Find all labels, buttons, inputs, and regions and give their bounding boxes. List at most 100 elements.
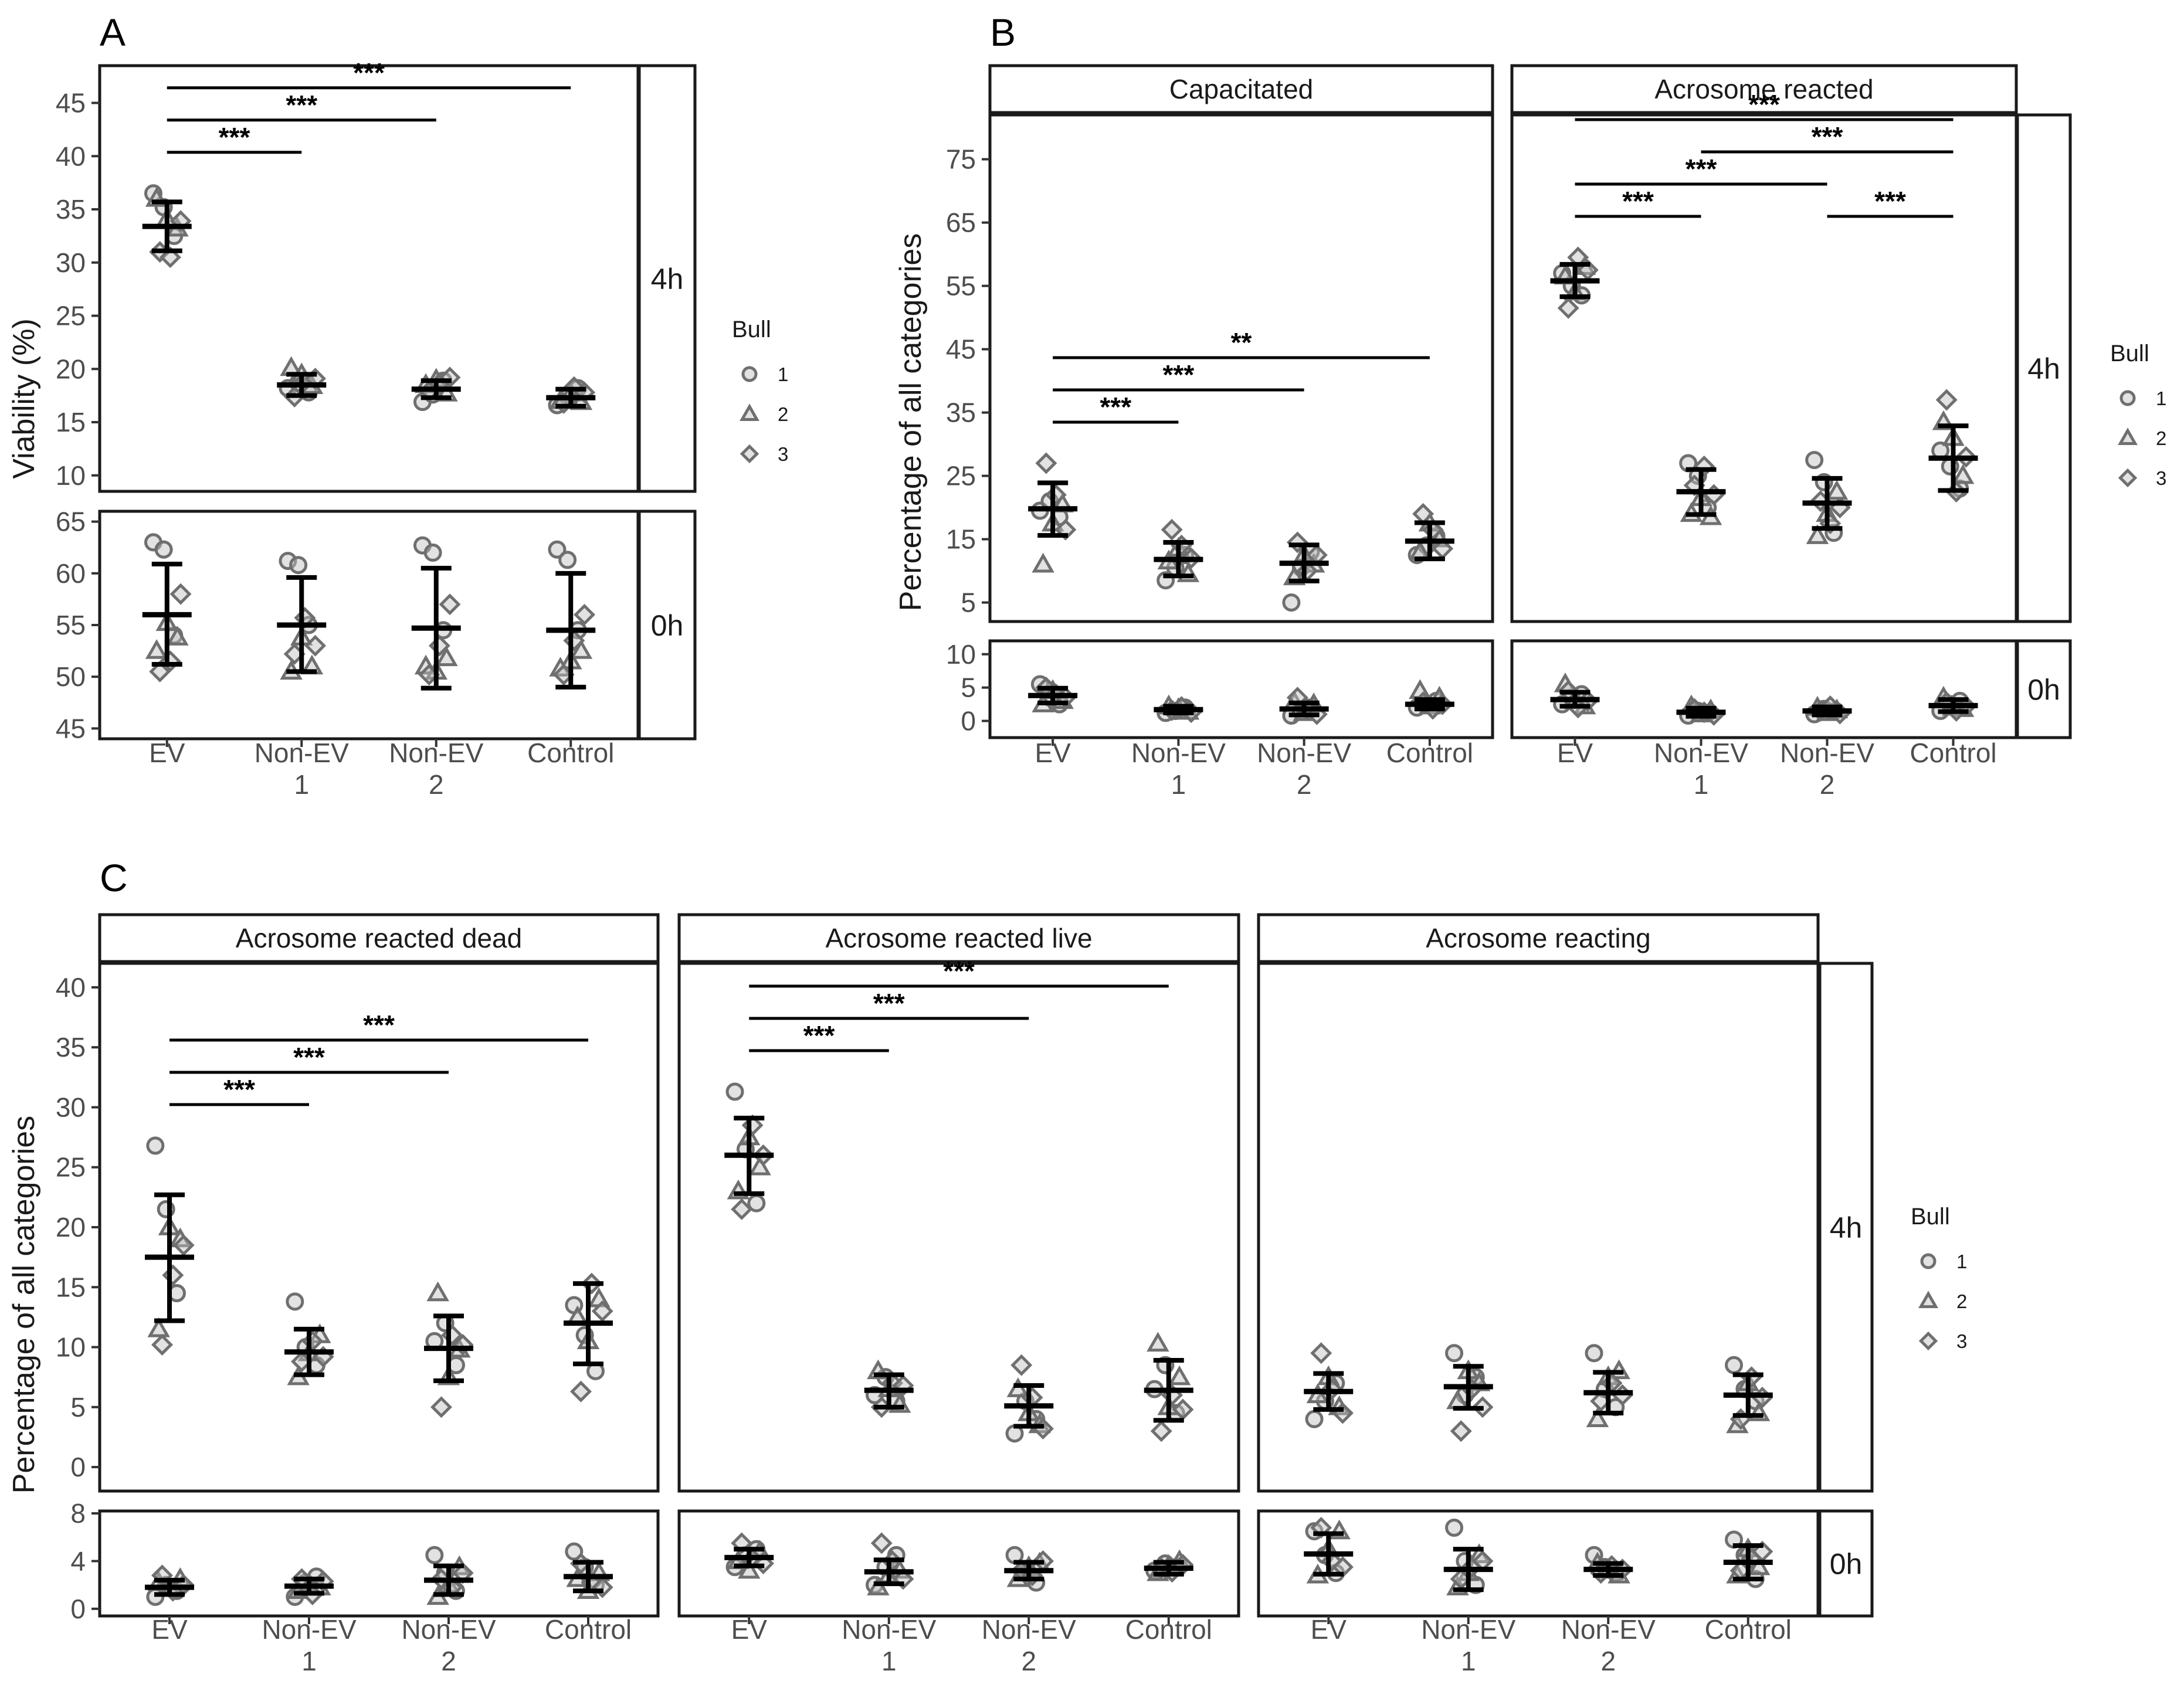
y-tick-label: 65 — [946, 208, 976, 238]
data-point-bull-1 — [425, 1546, 444, 1564]
significance-label: *** — [1100, 392, 1131, 422]
facet-strip-label: Capacitated — [1169, 74, 1314, 104]
y-tick-label: 35 — [56, 194, 86, 225]
significance-label: *** — [1874, 186, 1906, 216]
legend: Bull 1 2 3 — [2110, 341, 2166, 489]
y-tick-label: 15 — [56, 1272, 86, 1302]
x-tick-label: Control — [1910, 738, 1996, 768]
row-strip — [2016, 639, 2072, 739]
facet-row-4h: 10 15 20 25 30 35 40 45 *** *** *** 4h — [56, 57, 697, 493]
x-tick-label: EV — [1035, 738, 1071, 768]
y-tick-label: 45 — [946, 334, 976, 365]
legend-key-diamond — [1918, 1331, 1938, 1351]
x-tick-label: EV — [151, 1614, 188, 1645]
data-point-bull-2 — [1951, 464, 1975, 484]
data-point-bull-3 — [151, 1333, 173, 1356]
significance-label: *** — [223, 1074, 255, 1105]
x-tick-label: Non-EV — [401, 1614, 496, 1645]
x-tick-label: 2 — [441, 1646, 456, 1676]
row-strip — [1818, 962, 1874, 1493]
data-point-bull-3 — [591, 1300, 613, 1322]
panel-letter: B — [990, 11, 1016, 54]
legend-key-circle — [1920, 1253, 1937, 1269]
data-point-bull-3 — [304, 634, 327, 657]
data-point-bull-2 — [1168, 1365, 1191, 1386]
data-point-bull-3 — [1161, 518, 1183, 541]
data-point-bull-2 — [1147, 1332, 1169, 1352]
data-point-bull-3 — [752, 1553, 774, 1574]
data-point-bull-2 — [426, 1281, 449, 1302]
y-tick-label: 25 — [946, 461, 976, 491]
data-point-bull-3 — [1150, 1420, 1172, 1442]
legend-label: 2 — [2156, 427, 2166, 449]
significance-label: *** — [943, 956, 975, 986]
row-strip-label: 4h — [1830, 1211, 1863, 1244]
data-point-bull-1 — [289, 556, 308, 575]
x-tick-label: 2 — [1820, 769, 1835, 800]
facet-1: Acrosome reacted live*********EV Non-EV1N… — [677, 913, 1240, 1676]
x-tick-label: Non-EV — [255, 738, 349, 768]
y-tick-label: 5 — [961, 673, 976, 703]
data-point-bull-2 — [569, 639, 593, 659]
y-tick-label: 10 — [56, 1332, 86, 1363]
panel-frame — [988, 113, 1494, 623]
x-tick-label: Non-EV — [1131, 738, 1226, 768]
data-point-bull-3 — [1310, 1342, 1332, 1364]
x-tick-label: Control — [545, 1614, 632, 1645]
data-point-bull-3 — [430, 1396, 452, 1418]
data-point-bull-3 — [1557, 297, 1579, 319]
data-point-bull-1 — [154, 540, 173, 559]
data-point-bull-3 — [149, 660, 171, 682]
y-tick-label: 20 — [56, 354, 86, 384]
x-tick-label: 1 — [1171, 769, 1186, 800]
y-tick-label: 15 — [946, 524, 976, 555]
data-point-bull-3 — [428, 634, 450, 657]
significance-label: *** — [1163, 359, 1195, 390]
legend-key-diamond — [2118, 468, 2138, 488]
legend-title: Bull — [2110, 341, 2149, 366]
facet-strip — [98, 913, 660, 963]
y-tick-label: 75 — [946, 144, 976, 175]
y-tick-label: 25 — [56, 1152, 86, 1183]
y-tick-label: 35 — [56, 1032, 86, 1062]
x-tick-label: 1 — [881, 1646, 897, 1676]
significance-label: *** — [803, 1020, 835, 1051]
data-point-bull-3 — [563, 629, 585, 651]
data-point-bull-2 — [1006, 1377, 1030, 1397]
y-tick-label: 40 — [56, 141, 86, 171]
data-point-bull-1 — [1445, 1518, 1464, 1537]
legend-label: 3 — [2156, 467, 2166, 489]
x-tick-label: Non-EV — [1421, 1614, 1515, 1645]
row-strip-label: 0h — [651, 609, 684, 642]
y-tick-label: 20 — [56, 1212, 86, 1242]
facet-strip — [1510, 64, 2018, 114]
data-point-bull-2 — [867, 1575, 890, 1595]
data-point-bull-3 — [870, 1532, 893, 1554]
legend-title: Bull — [732, 317, 771, 342]
significance-label: *** — [353, 57, 385, 88]
data-point-bull-2 — [1586, 1407, 1609, 1427]
data-point-bull-1 — [1585, 1344, 1603, 1363]
significance-label: *** — [219, 122, 250, 152]
legend-label: 1 — [778, 364, 788, 385]
y-tick-label: 60 — [56, 558, 86, 589]
y-tick-label: 15 — [56, 407, 86, 437]
data-point-bull-3 — [1450, 1420, 1472, 1442]
data-point-bull-3 — [169, 583, 192, 605]
y-tick-label: 55 — [56, 610, 86, 640]
facet-row-0h: 0h — [1510, 639, 2072, 739]
data-point-bull-2 — [1825, 480, 1849, 500]
panel-frame — [1257, 962, 1820, 1493]
data-point-bull-3 — [172, 1234, 195, 1257]
x-tick-label: 1 — [294, 769, 309, 800]
data-point-bull-2 — [737, 1558, 761, 1579]
data-point-bull-3 — [1935, 389, 1958, 411]
row-strip — [2016, 113, 2072, 623]
facet-row-0h: 0 4 8 — [70, 1498, 660, 1624]
row-strip — [1818, 1509, 1874, 1618]
panel-frame — [988, 639, 1494, 739]
